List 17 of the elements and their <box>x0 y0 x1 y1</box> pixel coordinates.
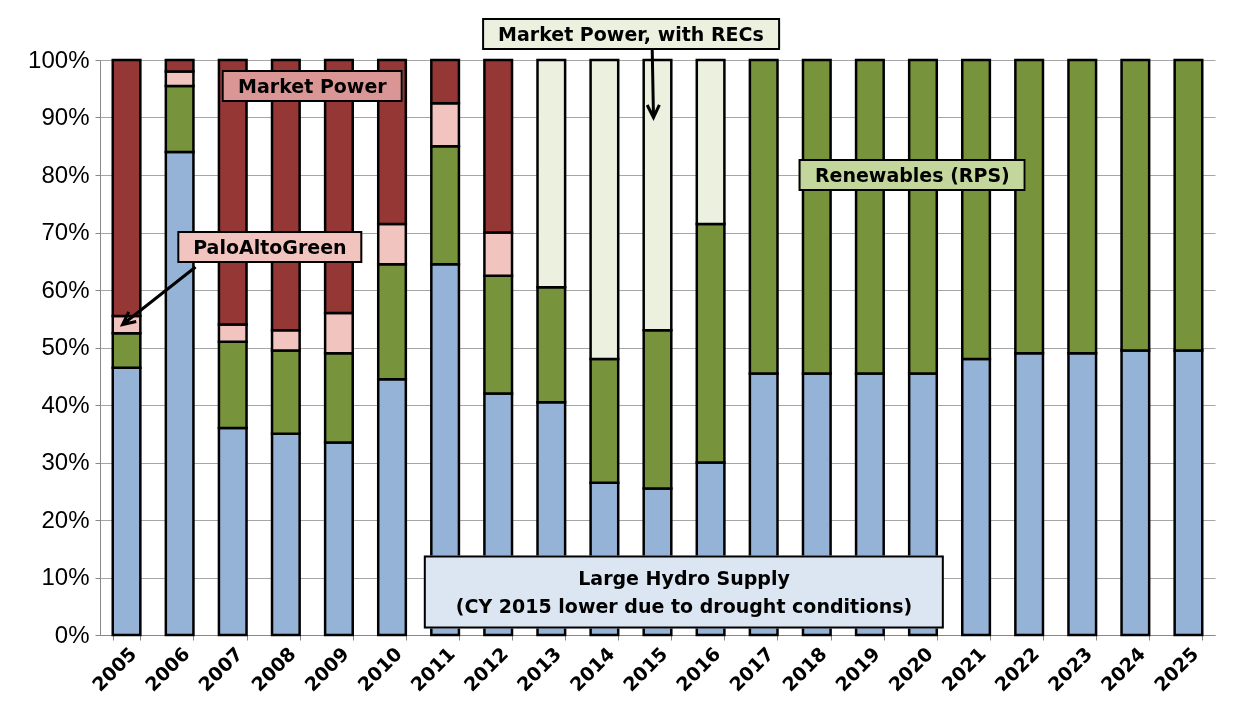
annotation: (CY 2015 lower due to drought conditions) <box>455 593 913 619</box>
callout-box: Renewables (RPS) <box>798 159 1026 191</box>
y-tick-label: 90% <box>41 103 90 130</box>
y-tick-label: 100% <box>28 45 90 73</box>
y-tick-label: 80% <box>41 160 90 188</box>
y-tick-label: 50% <box>41 333 90 360</box>
y-tick-label: 30% <box>41 448 90 475</box>
y-tick-label: 0% <box>54 620 90 648</box>
y-tick-label: 60% <box>41 275 90 303</box>
y-tick-label: 10% <box>41 563 90 590</box>
callout-box: Market Power, with RECs <box>482 18 780 51</box>
y-tick-label: 20% <box>41 505 90 533</box>
callout-box: Large Hydro Supply (CY 2015 lower due to drought conditions) <box>423 555 945 629</box>
y-tick-label: 70% <box>41 218 90 245</box>
callout-box: PaloAltoGreen <box>177 230 363 263</box>
y-tick-label: 40% <box>41 390 90 418</box>
callout-box: Market Power <box>222 69 403 102</box>
